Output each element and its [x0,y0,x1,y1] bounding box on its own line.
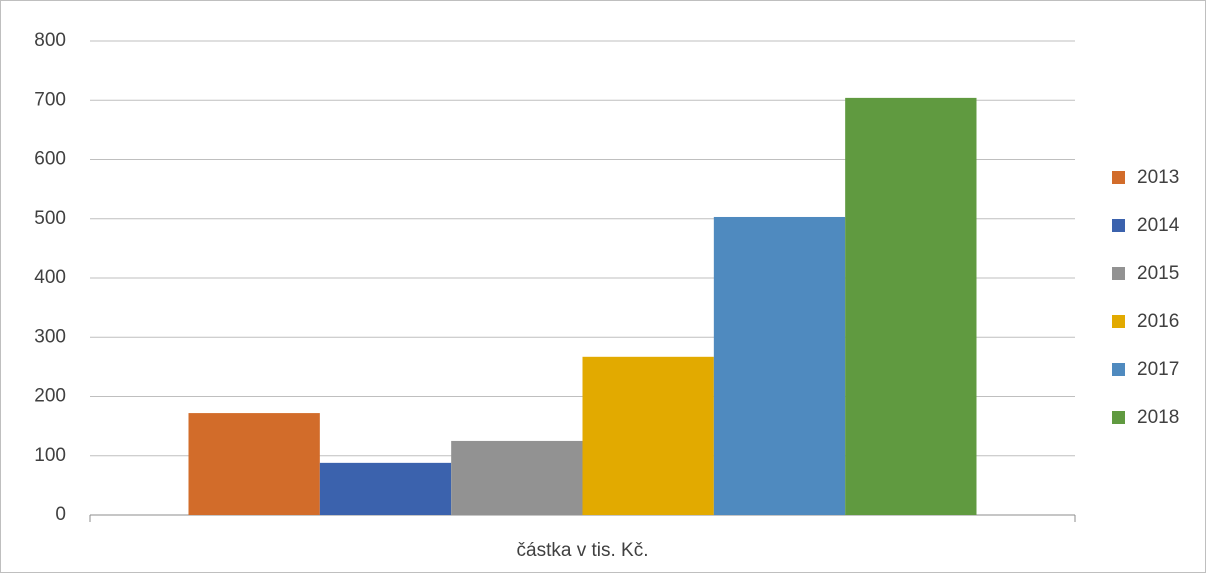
legend-swatch [1112,171,1125,184]
bar [319,462,452,515]
legend-swatch [1112,411,1125,424]
y-tick-label: 500 [34,208,66,229]
y-tick-label: 400 [34,267,66,288]
legend-label: 2013 [1137,167,1179,188]
legend-label: 2016 [1137,311,1179,332]
y-tick-label: 300 [34,326,66,347]
y-tick-label: 700 [34,89,66,110]
bar [451,440,583,515]
legend-label: 2015 [1137,263,1179,284]
legend-swatch [1112,219,1125,232]
legend-label: 2018 [1137,407,1179,428]
bar [845,97,977,515]
y-tick-label: 600 [34,149,66,170]
legend-swatch [1112,315,1125,328]
x-tick-label: částka v tis. Kč. [517,540,649,561]
bar [188,413,320,515]
bar [582,356,714,515]
y-tick-label: 100 [34,445,66,466]
legend-label: 2017 [1137,359,1179,380]
legend-swatch [1112,267,1125,280]
legend-swatch [1112,363,1125,376]
bar [713,216,846,515]
y-tick-label: 800 [34,30,66,51]
legend-label: 2014 [1137,215,1180,236]
y-tick-label: 0 [55,504,66,525]
y-tick-label: 200 [34,386,66,407]
